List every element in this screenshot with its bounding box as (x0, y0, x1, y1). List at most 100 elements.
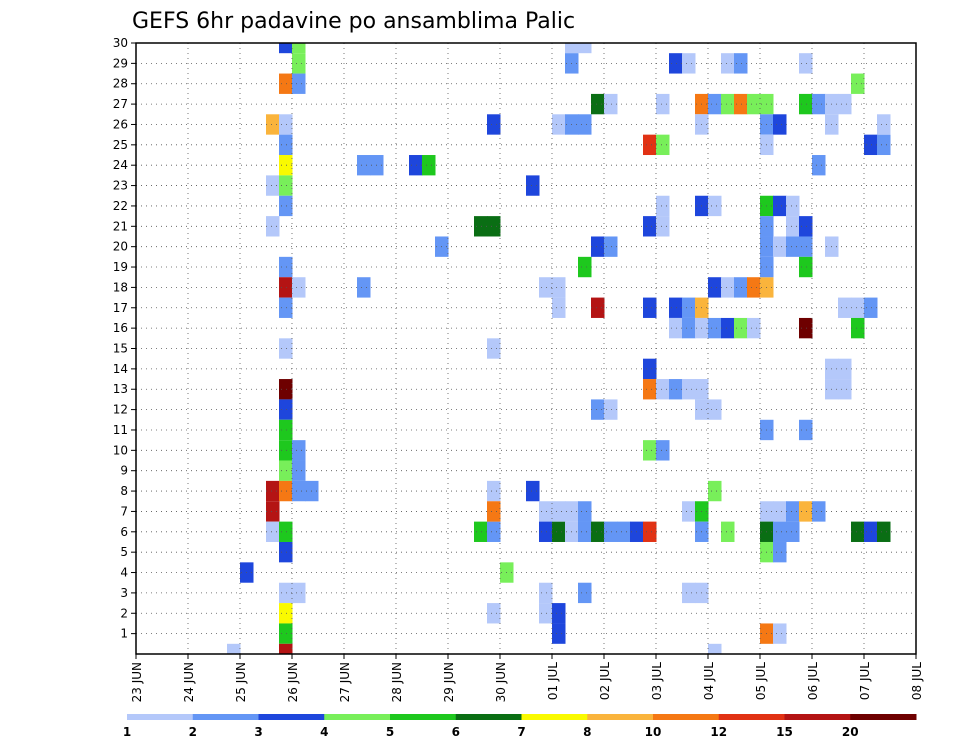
y-tick-label: 28 (113, 77, 128, 91)
x-tick-label: 07 JUL (858, 662, 872, 700)
heatmap-cell (877, 134, 891, 156)
x-tick-label: 02 JUL (598, 662, 612, 700)
x-tick-label: 23 JUN (130, 662, 144, 702)
legend-swatch (850, 714, 917, 720)
heatmap-cell (539, 277, 553, 298)
heatmap-cell (786, 216, 800, 237)
x-tick-label: 26 JUN (286, 662, 300, 702)
heatmap-cell (266, 114, 280, 135)
heatmap-cell (643, 358, 657, 380)
heatmap-cell (279, 440, 293, 461)
heatmap-cell (487, 480, 501, 502)
heatmap-cell (838, 93, 852, 115)
heatmap-cell (591, 399, 605, 420)
legend-swatch (324, 714, 391, 720)
heatmap-cell (578, 521, 592, 542)
heatmap-cell (591, 297, 605, 318)
y-tick-label: 17 (113, 301, 128, 315)
heatmap-cell (877, 114, 891, 135)
heatmap-cell (656, 216, 670, 237)
heatmap-cell (292, 460, 306, 481)
heatmap-cell (812, 93, 826, 115)
gridlines (136, 42, 916, 654)
legend-swatch (784, 714, 851, 720)
heatmap-cell (279, 297, 293, 318)
y-tick-label: 13 (113, 382, 128, 396)
heatmap-cell (682, 379, 696, 400)
y-tick-label: 2 (120, 606, 128, 620)
heatmap-cell (292, 277, 306, 298)
heatmap-cell (578, 114, 592, 135)
y-tick-label: 24 (113, 158, 128, 172)
heatmap-cell (721, 93, 735, 115)
heatmap-cell (552, 521, 566, 542)
heatmap-cell (773, 623, 787, 644)
heatmap-cell (799, 419, 813, 441)
heatmap-cell (643, 134, 657, 156)
x-axis-ticks: 23 JUN 24 JUN 25 JUN 26 JUN 27 JUN 28 JUN 29 J… (130, 654, 924, 702)
heatmap-cell (708, 480, 722, 502)
heatmap-cell (773, 501, 787, 522)
heatmap-cell (773, 114, 787, 135)
legend-swatch (390, 714, 457, 720)
heatmap-cell (786, 521, 800, 542)
heatmap-cell (487, 114, 501, 135)
heatmap-cell (877, 521, 891, 542)
heatmap-cell (799, 53, 813, 74)
heatmap-cell (864, 521, 878, 542)
heatmap-cell (799, 216, 813, 237)
heatmap-cell (669, 379, 683, 400)
heatmap-cell (604, 399, 618, 420)
y-tick-label: 7 (120, 504, 128, 518)
heatmap-cell (773, 541, 787, 563)
heatmap-cell (669, 53, 683, 74)
heatmap-cell (279, 582, 293, 604)
heatmap-cell (721, 317, 735, 339)
heatmap-cell (292, 73, 306, 94)
y-tick-label: 27 (113, 97, 128, 111)
heatmap-cell (552, 297, 566, 318)
legend-label: 6 (452, 725, 460, 739)
heatmap-cell (708, 195, 722, 217)
legend-swatch (587, 714, 654, 720)
heatmap-cell (357, 155, 371, 176)
heatmap-cell (279, 541, 293, 563)
heatmap-cell (552, 501, 566, 522)
heatmap-cell (591, 521, 605, 542)
heatmap-cell (721, 277, 735, 298)
heatmap-cell (851, 521, 865, 542)
heatmap-cell (266, 501, 280, 522)
heatmap-cell (292, 480, 306, 502)
heatmap-cell (279, 195, 293, 217)
heatmap-cell (279, 256, 293, 278)
y-tick-label: 3 (120, 586, 128, 600)
heatmap-cell (279, 73, 293, 94)
heatmap-cell (487, 216, 501, 237)
y-tick-label: 12 (113, 403, 128, 417)
heatmap-cell (734, 93, 748, 115)
heatmap-cell (279, 419, 293, 441)
heatmap-cell (851, 317, 865, 339)
heatmap-cell (643, 379, 657, 400)
heatmap-cell (838, 358, 852, 380)
heatmap-cell (591, 93, 605, 115)
heatmap-cell (552, 623, 566, 644)
heatmap-cell (799, 93, 813, 115)
heatmap-cell (721, 521, 735, 542)
x-tick-label: 24 JUN (182, 662, 196, 702)
heatmap-cell (838, 297, 852, 318)
heatmap-cell (279, 399, 293, 420)
heatmap-cell (279, 175, 293, 196)
heatmap-cell (487, 603, 501, 624)
legend-label: 1 (123, 725, 131, 739)
heatmap-cell (279, 480, 293, 502)
heatmap-cell (279, 623, 293, 644)
heatmap-cell (279, 521, 293, 542)
x-tick-label: 04 JUL (702, 662, 716, 700)
heatmap-cell (669, 317, 683, 339)
legend-label: 20 (842, 725, 859, 739)
y-tick-label: 6 (120, 525, 128, 539)
heatmap-cell (526, 480, 540, 502)
heatmap-cell (799, 317, 813, 339)
heatmap-cell (643, 297, 657, 318)
